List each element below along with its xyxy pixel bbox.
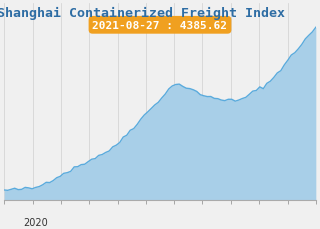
Text: 2020: 2020 [23,217,48,227]
Text: Shanghai Containerized Freight Index: Shanghai Containerized Freight Index [0,7,285,20]
Text: 2021-08-27 : 4385.62: 2021-08-27 : 4385.62 [92,21,228,31]
